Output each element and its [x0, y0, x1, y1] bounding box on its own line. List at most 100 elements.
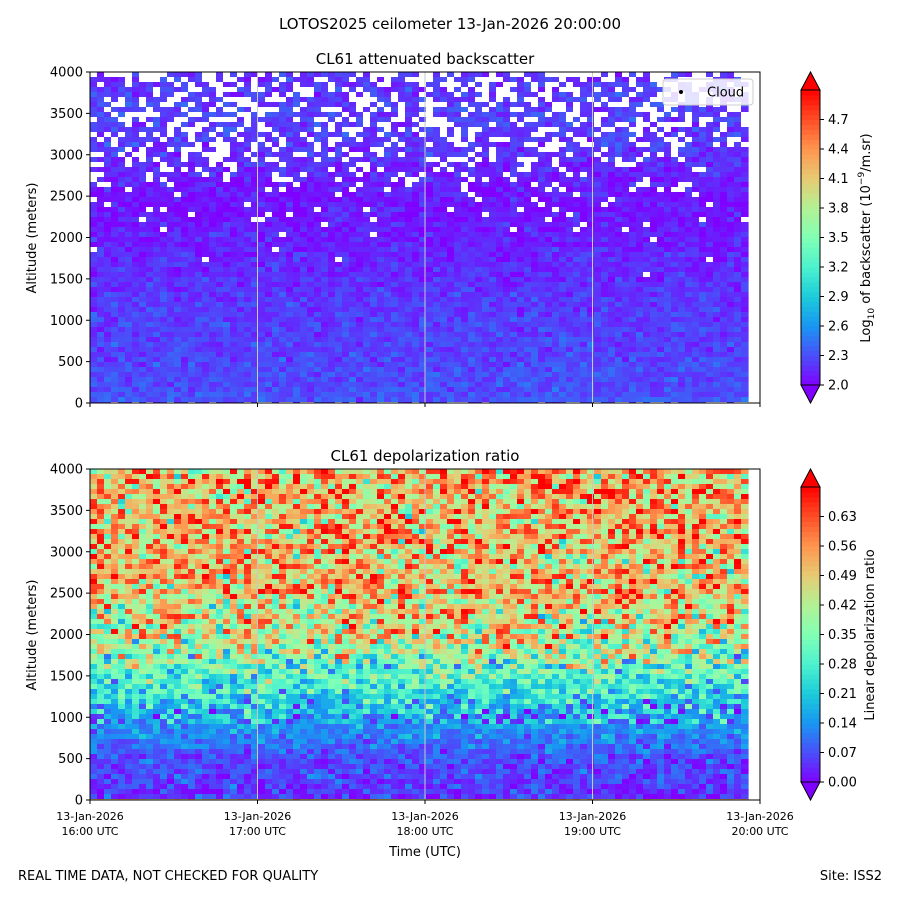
- field-cell: [405, 177, 413, 183]
- field-cell: [727, 187, 735, 193]
- field-cell: [552, 77, 560, 83]
- field-cell: [111, 177, 119, 183]
- field-cell: [335, 332, 343, 338]
- field-cell: [377, 292, 385, 298]
- field-cell: [398, 302, 406, 308]
- field-cell: [510, 297, 518, 303]
- field-cell: [209, 142, 217, 148]
- field-cell: [160, 142, 168, 148]
- field-cell: [622, 232, 630, 238]
- field-cell: [538, 217, 546, 223]
- field-cell: [300, 197, 308, 203]
- field-cell: [384, 262, 392, 268]
- field-cell: [482, 82, 490, 88]
- field-cell: [426, 132, 434, 138]
- field-cell: [181, 237, 189, 243]
- field-cell: [286, 232, 294, 238]
- field-cell: [587, 292, 595, 298]
- field-cell: [594, 307, 602, 313]
- field-cell: [559, 137, 567, 143]
- field-cell: [615, 327, 623, 333]
- field-cell: [643, 97, 651, 103]
- field-cell: [559, 282, 567, 288]
- field-cell: [153, 137, 161, 143]
- field-cell: [356, 122, 364, 128]
- field-cell: [475, 117, 483, 123]
- field-cell: [328, 322, 336, 328]
- field-cell: [265, 192, 273, 198]
- field-cell: [181, 77, 189, 83]
- field-cell: [713, 202, 721, 208]
- field-cell: [125, 142, 133, 148]
- field-cell: [678, 172, 686, 178]
- field-cell: [118, 122, 126, 128]
- field-cell: [370, 227, 378, 233]
- field-cell: [132, 112, 140, 118]
- field-cell: [272, 227, 280, 233]
- field-cell: [573, 242, 581, 248]
- field-cell: [251, 132, 259, 138]
- field-cell: [202, 287, 210, 293]
- field-cell: [300, 247, 308, 253]
- field-cell: [734, 197, 742, 203]
- field-cell: [650, 87, 658, 93]
- field-cell: [195, 312, 203, 318]
- field-cell: [244, 82, 252, 88]
- field-cell: [552, 297, 560, 303]
- field-cell: [440, 187, 448, 193]
- field-cell: [391, 297, 399, 303]
- field-cell: [265, 267, 273, 273]
- field-cell: [300, 282, 308, 288]
- field-cell: [153, 332, 161, 338]
- field-cell: [461, 327, 469, 333]
- field-cell: [482, 247, 490, 253]
- field-cell: [426, 147, 434, 153]
- field-cell: [146, 222, 154, 228]
- field-cell: [433, 312, 441, 318]
- field-cell: [552, 172, 560, 178]
- field-cell: [328, 192, 336, 198]
- field-cell: [706, 157, 714, 163]
- field-cell: [216, 177, 224, 183]
- field-cell: [216, 292, 224, 298]
- field-cell: [664, 227, 672, 233]
- field-cell: [125, 277, 133, 283]
- field-cell: [188, 182, 196, 188]
- field-cell: [251, 327, 259, 333]
- field-cell: [678, 147, 686, 153]
- field-cell: [678, 222, 686, 228]
- field-cell: [510, 92, 518, 98]
- field-cell: [447, 77, 455, 83]
- field-cell: [230, 332, 238, 338]
- field-cell: [685, 162, 693, 168]
- field-cell: [573, 187, 581, 193]
- field-cell: [342, 142, 350, 148]
- field-cell: [699, 262, 707, 268]
- field-cell: [454, 157, 462, 163]
- field-cell: [545, 167, 553, 173]
- field-cell: [314, 232, 322, 238]
- field-cell: [580, 127, 588, 133]
- field-cell: [503, 197, 511, 203]
- field-cell: [405, 107, 413, 113]
- field-cell: [692, 107, 700, 113]
- field-cell: [580, 302, 588, 308]
- field-cell: [706, 162, 714, 168]
- field-cell: [559, 112, 567, 118]
- field-cell: [412, 127, 420, 133]
- field-cell: [293, 232, 301, 238]
- field-cell: [496, 132, 504, 138]
- field-cell: [664, 277, 672, 283]
- field-cell: [132, 252, 140, 258]
- field-cell: [426, 92, 434, 98]
- field-cell: [209, 92, 217, 98]
- field-cell: [335, 282, 343, 288]
- field-cell: [608, 82, 616, 88]
- field-cell: [454, 177, 462, 183]
- field-cell: [321, 257, 329, 263]
- field-cell: [90, 137, 98, 143]
- field-cell: [664, 282, 672, 288]
- field-cell: [363, 192, 371, 198]
- field-cell: [713, 142, 721, 148]
- field-cell: [111, 262, 119, 268]
